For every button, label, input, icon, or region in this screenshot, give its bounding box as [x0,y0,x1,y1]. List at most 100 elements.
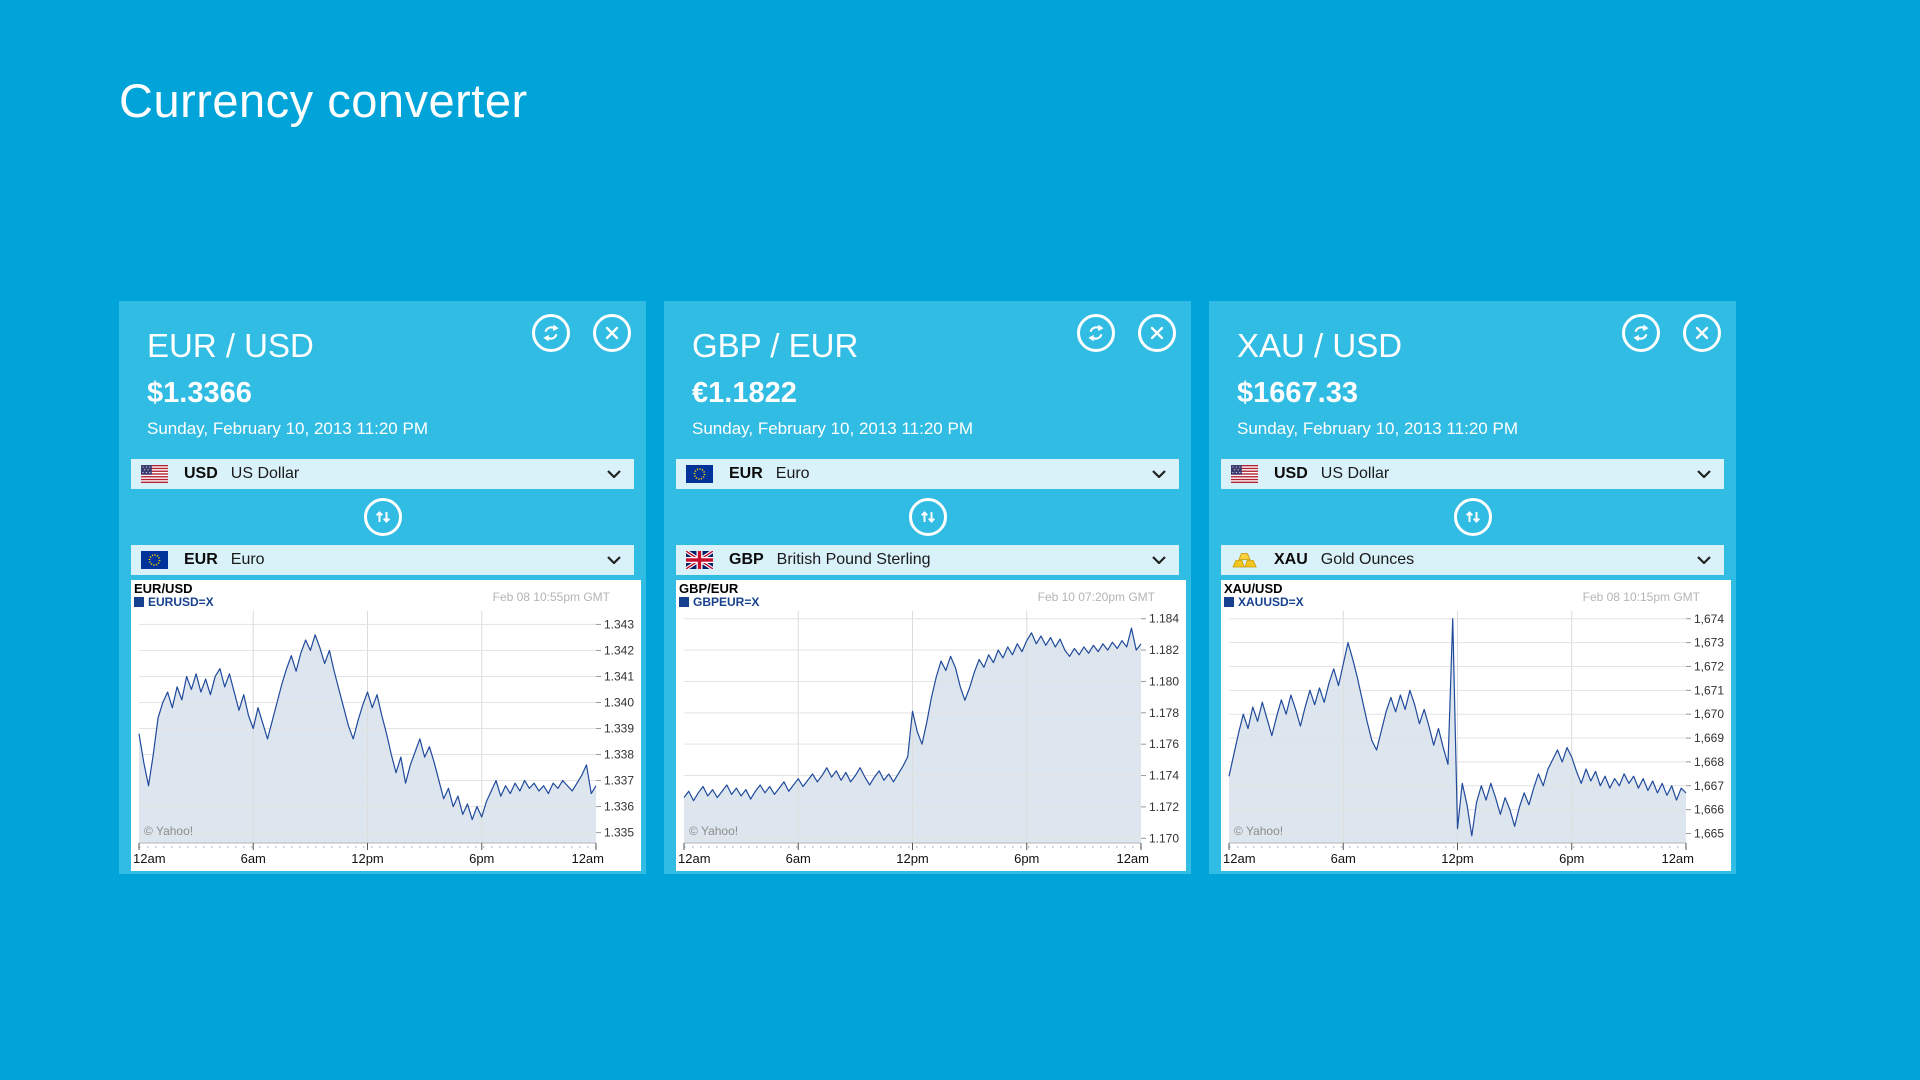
currency-name: Gold Ounces [1320,551,1415,568]
svg-text:1.337: 1.337 [604,774,634,788]
currency-code: XAU [1274,551,1308,568]
eu-flag-icon [686,465,713,483]
svg-text:1.343: 1.343 [604,617,634,631]
currency-code: EUR [184,551,218,568]
from-currency-dropdown[interactable]: EUR Euro [676,459,1179,489]
currency-code: USD [1274,465,1308,482]
chevron-down-icon [1697,556,1711,564]
currency-card: GBP / EUR €1.1822 Sunday, February 10, 2… [664,301,1191,874]
price-chart: 1,665 1,666 1,667 1,668 1,669 1,670 1,671 1,672… [1221,580,1731,871]
svg-text:1,671: 1,671 [1694,683,1724,697]
page-title: Currency converter [119,74,528,128]
card-price: $1.3366 [147,377,252,409]
currency-name: US Dollar [1320,465,1390,482]
card-price: $1667.33 [1237,377,1358,409]
close-icon [1150,326,1164,340]
card-pair-title: GBP / EUR [692,327,859,364]
svg-text:1.335: 1.335 [604,826,634,840]
svg-text:12am: 12am [571,851,604,866]
card-date: Sunday, February 10, 2013 11:20 PM [147,419,428,438]
svg-text:GBP/EUR: GBP/EUR [679,581,739,596]
svg-text:1,673: 1,673 [1694,636,1724,650]
refresh-button[interactable] [532,314,570,352]
swap-button[interactable] [1453,498,1492,536]
svg-text:1,666: 1,666 [1694,803,1724,817]
swap-button[interactable] [363,498,402,536]
gold-bars-icon [1231,551,1258,569]
chevron-down-icon [1152,470,1166,478]
refresh-button[interactable] [1622,314,1660,352]
refresh-button[interactable] [1077,314,1115,352]
to-currency-dropdown[interactable]: GBP British Pound Sterling [676,545,1179,575]
svg-text:6am: 6am [1331,851,1356,866]
currency-code: EUR [729,465,763,482]
currency-cards-row: EUR / USD $1.3366 Sunday, February 10, 2… [119,301,1736,874]
svg-text:1.339: 1.339 [604,722,634,736]
svg-text:1,670: 1,670 [1694,707,1724,721]
svg-text:© Yahoo!: © Yahoo! [689,824,738,838]
to-currency-dropdown[interactable]: EUR Euro [131,545,634,575]
svg-text:6pm: 6pm [469,851,494,866]
from-currency-dropdown[interactable]: USD US Dollar [131,459,634,489]
swap-icon [375,511,390,523]
svg-text:1,665: 1,665 [1694,826,1724,840]
svg-text:© Yahoo!: © Yahoo! [144,824,193,838]
currency-code: GBP [729,551,764,568]
close-button[interactable] [1683,314,1721,352]
close-icon [1695,326,1709,340]
svg-text:6am: 6am [241,851,266,866]
chevron-down-icon [607,470,621,478]
card-actions [1077,314,1176,352]
svg-text:EURUSD=X: EURUSD=X [148,595,214,609]
currency-card: XAU / USD $1667.33 Sunday, February 10, … [1209,301,1736,874]
card-pair-title: XAU / USD [1237,327,1403,364]
svg-text:1,674: 1,674 [1694,612,1724,626]
card-actions [532,314,631,352]
currency-name: US Dollar [230,465,300,482]
svg-text:XAUUSD=X: XAUUSD=X [1238,595,1304,609]
currency-card: EUR / USD $1.3366 Sunday, February 10, 2… [119,301,646,874]
close-button[interactable] [593,314,631,352]
svg-text:12am: 12am [133,851,166,866]
svg-text:1.342: 1.342 [604,643,634,657]
svg-text:6am: 6am [786,851,811,866]
svg-text:12am: 12am [1223,851,1256,866]
svg-text:1.180: 1.180 [1149,674,1179,688]
swap-row [664,489,1191,545]
price-chart: 1.170 1.172 1.174 1.176 1.178 1.180 1.182 1.184… [676,580,1186,871]
svg-text:1.338: 1.338 [604,748,634,762]
card-date: Sunday, February 10, 2013 11:20 PM [1237,419,1518,438]
svg-text:1.340: 1.340 [604,695,634,709]
svg-text:1.176: 1.176 [1149,737,1179,751]
card-actions [1622,314,1721,352]
svg-text:GBPEUR=X: GBPEUR=X [693,595,759,609]
card-pair-title: EUR / USD [147,327,314,364]
to-currency-dropdown[interactable]: XAU Gold Ounces [1221,545,1724,575]
refresh-icon [543,324,559,342]
chevron-down-icon [1697,470,1711,478]
svg-text:1.172: 1.172 [1149,800,1179,814]
close-button[interactable] [1138,314,1176,352]
svg-text:Feb 10 07:20pm GMT: Feb 10 07:20pm GMT [1038,590,1156,604]
svg-text:1,668: 1,668 [1694,755,1724,769]
svg-text:XAU/USD: XAU/USD [1224,581,1283,596]
svg-text:12pm: 12pm [896,851,929,866]
swap-button[interactable] [908,498,947,536]
svg-text:1.336: 1.336 [604,800,634,814]
swap-row [119,489,646,545]
svg-text:12pm: 12pm [351,851,384,866]
chevron-down-icon [1152,556,1166,564]
svg-text:1.178: 1.178 [1149,706,1179,720]
refresh-icon [1088,324,1104,342]
currency-name: Euro [230,551,265,568]
svg-text:© Yahoo!: © Yahoo! [1234,824,1283,838]
svg-text:12am: 12am [678,851,711,866]
svg-text:Feb 08 10:55pm GMT: Feb 08 10:55pm GMT [493,590,611,604]
card-price: €1.1822 [692,377,797,409]
from-currency-dropdown[interactable]: USD US Dollar [1221,459,1724,489]
svg-text:EUR/USD: EUR/USD [134,581,193,596]
swap-icon [920,511,935,523]
close-icon [605,326,619,340]
svg-text:1,667: 1,667 [1694,779,1724,793]
svg-text:1.170: 1.170 [1149,831,1179,845]
